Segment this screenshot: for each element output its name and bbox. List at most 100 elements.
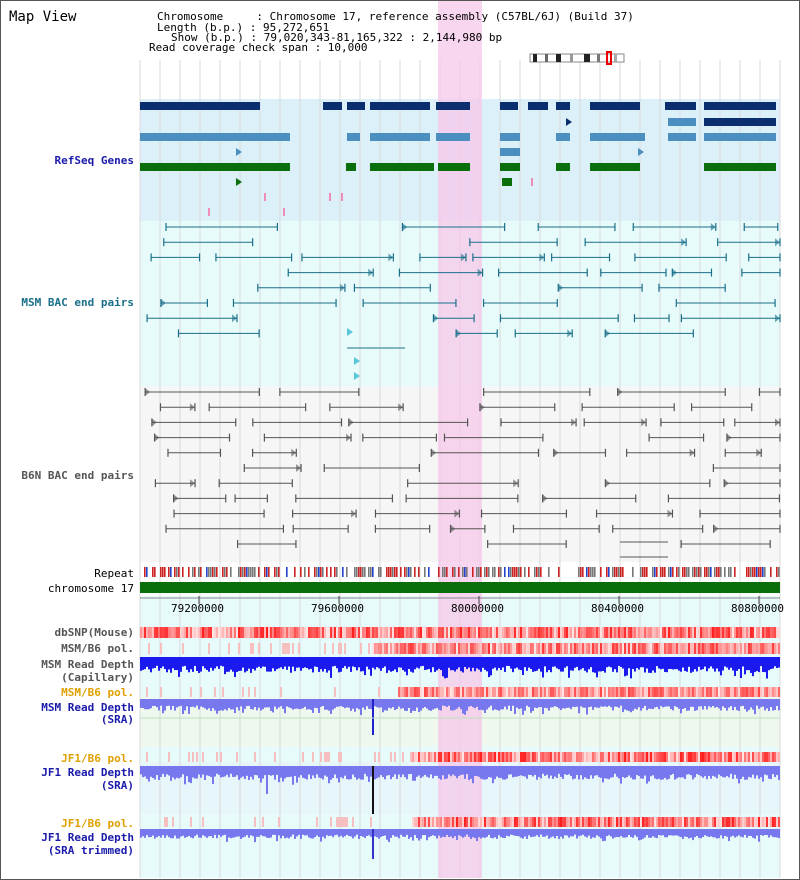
dbsnp-cell (216, 627, 218, 638)
dbsnp-cell (776, 627, 778, 638)
jf1-depth-trimmed-bar (246, 829, 248, 836)
jf1-pol-trimmed-cell (686, 817, 688, 827)
jf1-pol-trimmed-cell (610, 817, 612, 827)
jf1-pol-sra-cell (474, 752, 476, 762)
msm-pol-capillary-cell (470, 643, 472, 654)
jf1-pol-sra-cell (700, 752, 702, 762)
jf1-depth-sra-bar (706, 766, 708, 780)
msm-pol-capillary-cell (432, 643, 434, 654)
jf1-pol-trimmed-cell (452, 817, 454, 827)
jf1-depth-trimmed-bar (244, 829, 246, 837)
msm-depth-capillary-bar (606, 657, 608, 668)
repeat-feature (244, 567, 246, 577)
msm-depth-sra-bar (246, 699, 248, 707)
jf1-depth-trimmed-bar (354, 829, 356, 837)
repeat-feature (300, 567, 302, 577)
jf1-depth-trimmed-bar (382, 829, 384, 837)
refseq-gene-green-exon (140, 163, 290, 171)
repeat-feature (444, 567, 446, 577)
jf1-depth-trimmed-bar (552, 829, 554, 837)
dbsnp-cell (210, 627, 212, 638)
dbsnp-cell (706, 627, 708, 638)
dbsnp-cell (704, 627, 706, 638)
msm-depth-sra-bar (334, 699, 336, 709)
msm-pol-sra-cell (680, 687, 682, 697)
jf1-pol-sra-cell (478, 752, 480, 762)
jf1-pol-sra-cell (778, 752, 780, 762)
jf1-depth-sra-bar (714, 766, 716, 777)
dbsnp-cell (192, 627, 194, 638)
jf1-pol-sra-cell (758, 752, 760, 762)
jf1-pol-trimmed-cell (550, 817, 552, 827)
jf1-pol-sra-cell (524, 752, 526, 762)
repeat-feature (322, 567, 324, 577)
msm-depth-capillary-bar (328, 657, 330, 671)
dbsnp-cell (440, 627, 442, 638)
dbsnp-cell (544, 627, 546, 638)
jf1-depth-trimmed-bar (396, 829, 398, 837)
msm-depth-capillary-bar (480, 657, 482, 672)
dbsnp-cell (506, 627, 508, 638)
dbsnp-cell (360, 627, 362, 638)
jf1-pol-sra-cell (584, 752, 586, 762)
msm-depth-capillary-bar (778, 657, 780, 668)
jf1-pol-trimmed-cell (418, 817, 420, 827)
msm-depth-capillary-bar (542, 657, 544, 678)
jf1-depth-sra-bar (254, 766, 256, 775)
repeat-feature (644, 567, 646, 577)
dbsnp-cell (268, 627, 270, 638)
dbsnp-cell (542, 627, 544, 638)
jf1-pol-sra-cell (708, 752, 710, 762)
jf1-pol-trimmed-cell (744, 817, 746, 827)
repeat-feature (164, 567, 166, 577)
msm-pol-sra-cell (432, 687, 434, 697)
refseq-gene-green-exon (346, 163, 356, 171)
dbsnp-cell (322, 627, 324, 638)
msm-pol-sra-cell (754, 687, 756, 697)
msm-pol-sra-cell (660, 687, 662, 697)
jf1-pol-sra-cell (716, 752, 718, 762)
dbsnp-cell (182, 627, 184, 638)
msm-depth-capillary-bar (622, 657, 624, 669)
repeat-feature (242, 567, 244, 577)
jf1-pol-sra-cell (736, 752, 738, 762)
msm-depth-capillary-bar (464, 657, 466, 667)
jf1-pol-trimmed-cell (644, 817, 646, 827)
msm-depth-capillary-bar (340, 657, 342, 672)
msm-depth-sra-bar (198, 699, 200, 710)
msm-depth-capillary-bar (262, 657, 264, 667)
msm-pol-sra-cell (718, 687, 720, 697)
dbsnp-cell (580, 627, 582, 638)
jf1-depth-sra-bar (430, 766, 432, 775)
msm-depth-capillary-bar (304, 657, 306, 668)
jf1-depth-trimmed-bar (196, 829, 198, 835)
jf1-depth-sra-bar (158, 766, 160, 780)
msm-pol-sra-cell (422, 687, 424, 697)
msm-pol-capillary-cell (504, 643, 506, 654)
msm-pol-capillary-cell (458, 643, 460, 654)
msm-depth-capillary-bar (436, 657, 438, 671)
msm-depth-capillary-bar (492, 657, 494, 669)
jf1-pol-sra-cell (324, 752, 326, 762)
jf1-pol-trimmed-cell (676, 817, 678, 827)
msm-depth-sra-bar (662, 699, 664, 708)
jf1-pol-sra-cell (422, 752, 424, 762)
repeat-feature (230, 567, 232, 577)
jf1-depth-trimmed-bar (158, 829, 160, 837)
jf1-depth-trimmed-bar (308, 829, 310, 838)
msm-pol-sra-cell (444, 687, 446, 697)
dbsnp-cell (224, 627, 226, 638)
jf1-depth-sra-bar (762, 766, 764, 782)
msm-pol-capillary-cell (486, 643, 488, 654)
jf1-pol-sra-cell (560, 752, 562, 762)
dbsnp-cell (778, 627, 780, 638)
jf1-depth-trimmed-bar (480, 829, 482, 839)
msm-depth-sra-bar (172, 699, 174, 706)
repeat-feature (146, 567, 148, 577)
jf1-pol-trimmed-cell (278, 817, 280, 827)
ideogram-band (570, 54, 573, 62)
jf1-pol-sra-cell (516, 752, 518, 762)
dbsnp-cell (202, 627, 204, 638)
